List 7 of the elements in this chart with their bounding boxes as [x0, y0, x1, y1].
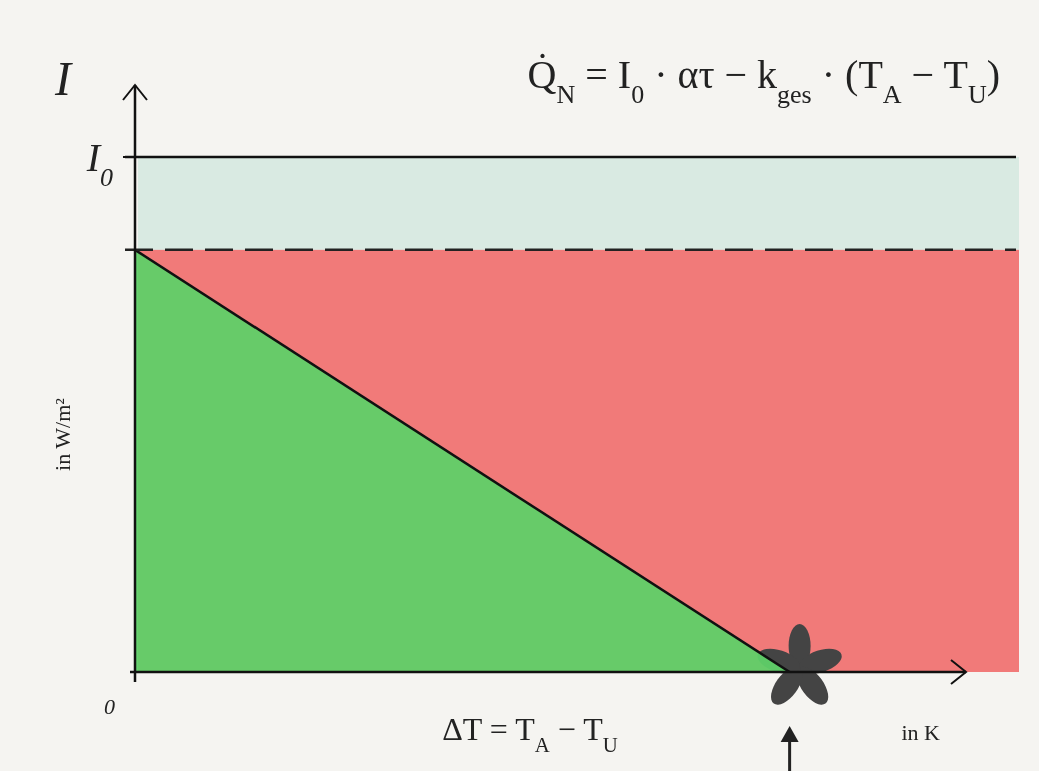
text: I [54, 52, 73, 105]
text: I$_{0}$ [85, 135, 113, 192]
text: in K [901, 720, 941, 745]
y-axis-title: in W/m² [50, 397, 75, 471]
text: Q̇$_{N}$ = I$_{0}$ · ατ − k$_{ges}$ · (T$_{A}$ − T$_{U}$) [527, 52, 1000, 109]
text: 0 [104, 694, 115, 719]
x-axis-title: ΔT = T$_{A}$ − T$_{U}$ [442, 711, 618, 756]
